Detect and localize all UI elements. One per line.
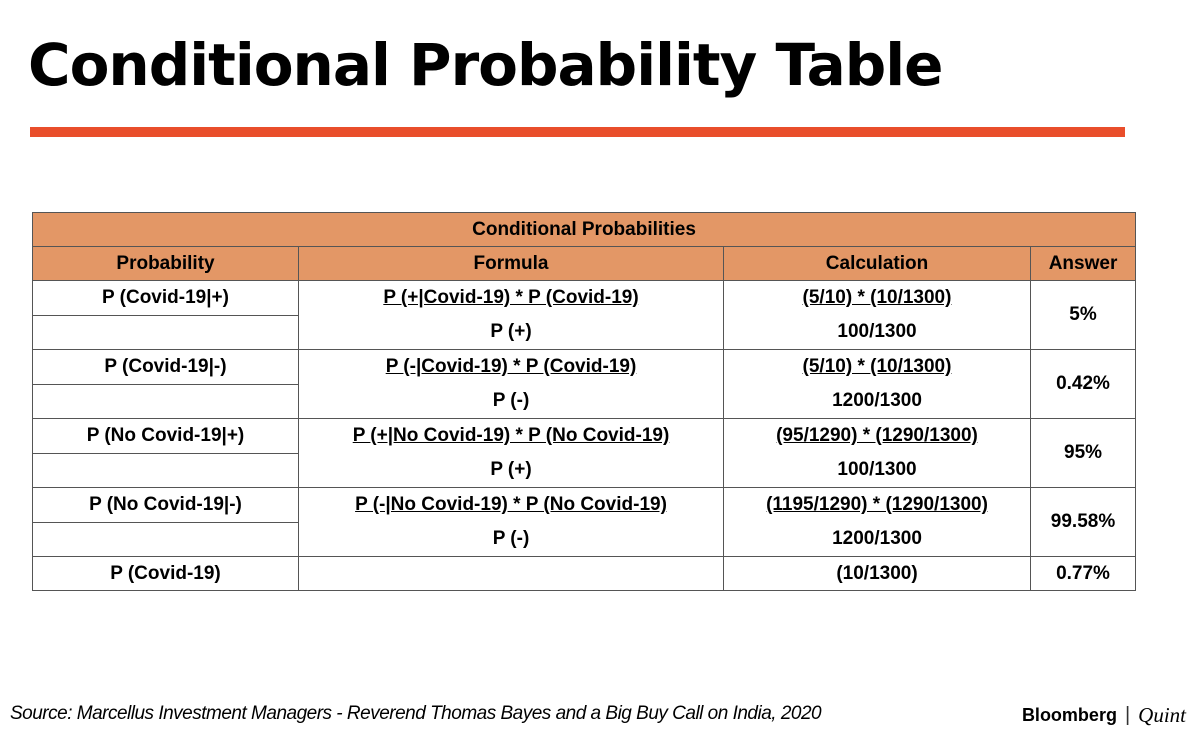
empty-cell bbox=[32, 452, 299, 488]
answer-cell: 0.77% bbox=[1029, 556, 1137, 591]
probability-cell: P (Covid-19|-) bbox=[32, 349, 299, 385]
brand-name-quint: Quint bbox=[1138, 703, 1186, 727]
calculation-cell: (95/1290) * (1290/1300) 100/1300 bbox=[723, 418, 1031, 488]
formula-numerator: P (-|Covid-19) * P (Covid-19) bbox=[385, 356, 637, 377]
answer-cell: 95% bbox=[1029, 418, 1137, 488]
calculation-cell: (5/10) * (10/1300) 1200/1300 bbox=[723, 349, 1031, 419]
calculation-denominator: 1200/1300 bbox=[832, 390, 922, 411]
table-row-spacer bbox=[32, 452, 1136, 488]
calculation-numerator: (5/10) * (10/1300) bbox=[802, 287, 952, 308]
conditional-probability-table: Conditional Probabilities Probability Fo… bbox=[31, 212, 1137, 591]
calculation-numerator: (1195/1290) * (1290/1300) bbox=[766, 494, 988, 515]
calculation-denominator: 100/1300 bbox=[837, 321, 917, 342]
formula-denominator: P (-) bbox=[492, 390, 530, 411]
answer-cell: 5% bbox=[1029, 280, 1137, 350]
probability-cell: P (Covid-19) bbox=[32, 556, 299, 591]
empty-cell bbox=[32, 521, 299, 557]
formula-denominator: P (-) bbox=[492, 528, 530, 549]
brand-logo: Bloomberg | Quint bbox=[1022, 703, 1186, 728]
empty-cell bbox=[32, 383, 299, 419]
table-row: P (Covid-19|+) P (+|Covid-19) * P (Covid… bbox=[32, 280, 1137, 350]
answer-cell: 99.58% bbox=[1029, 487, 1137, 557]
calculation-numerator: (5/10) * (10/1300) bbox=[802, 356, 952, 377]
formula-cell: P (+|No Covid-19) * P (No Covid-19) P (+… bbox=[298, 418, 724, 488]
column-header-probability: Probability bbox=[32, 246, 299, 281]
column-header-answer: Answer bbox=[1029, 246, 1137, 281]
probability-cell: P (No Covid-19|-) bbox=[32, 487, 299, 523]
formula-denominator: P (+) bbox=[490, 459, 532, 480]
column-header-calculation: Calculation bbox=[723, 246, 1031, 281]
calculation-numerator: (95/1290) * (1290/1300) bbox=[776, 425, 978, 446]
probability-cell: P (Covid-19|+) bbox=[32, 280, 299, 316]
column-header-formula: Formula bbox=[298, 246, 724, 281]
source-note: Source: Marcellus Investment Managers - … bbox=[10, 703, 822, 724]
table-caption: Conditional Probabilities bbox=[31, 212, 1137, 247]
formula-cell: P (+|Covid-19) * P (Covid-19) P (+) bbox=[298, 280, 724, 350]
calculation-cell: (5/10) * (10/1300) 100/1300 bbox=[723, 280, 1031, 350]
brand-separator: | bbox=[1124, 704, 1131, 726]
formula-cell: P (-|No Covid-19) * P (No Covid-19) P (-… bbox=[298, 487, 724, 557]
table-row: P (Covid-19) (10/1300) 0.77% bbox=[32, 556, 1137, 591]
table-row: P (Covid-19|-) P (-|Covid-19) * P (Covid… bbox=[32, 349, 1137, 419]
formula-numerator: P (+|Covid-19) * P (Covid-19) bbox=[383, 287, 639, 308]
answer-cell: 0.42% bbox=[1029, 349, 1137, 419]
formula-cell bbox=[298, 556, 724, 591]
brand-name-bloomberg: Bloomberg bbox=[1021, 705, 1117, 725]
calculation-cell: (10/1300) bbox=[723, 556, 1031, 591]
probability-cell: P (No Covid-19|+) bbox=[32, 418, 299, 454]
calculation-denominator: 100/1300 bbox=[837, 459, 917, 480]
formula-cell: P (-|Covid-19) * P (Covid-19) P (-) bbox=[298, 349, 724, 419]
calculation-denominator: 1200/1300 bbox=[832, 528, 922, 549]
table-row: P (No Covid-19|-) P (-|No Covid-19) * P … bbox=[32, 487, 1137, 557]
formula-numerator: P (-|No Covid-19) * P (No Covid-19) bbox=[355, 494, 667, 515]
table-row: P (No Covid-19|+) P (+|No Covid-19) * P … bbox=[32, 418, 1137, 488]
formula-denominator: P (+) bbox=[490, 321, 532, 342]
title-underline bbox=[30, 127, 1125, 137]
empty-cell bbox=[32, 314, 299, 350]
calculation-cell: (1195/1290) * (1290/1300) 1200/1300 bbox=[723, 487, 1031, 557]
formula-numerator: P (+|No Covid-19) * P (No Covid-19) bbox=[352, 425, 670, 446]
page-title: Conditional Probability Table bbox=[28, 31, 944, 99]
